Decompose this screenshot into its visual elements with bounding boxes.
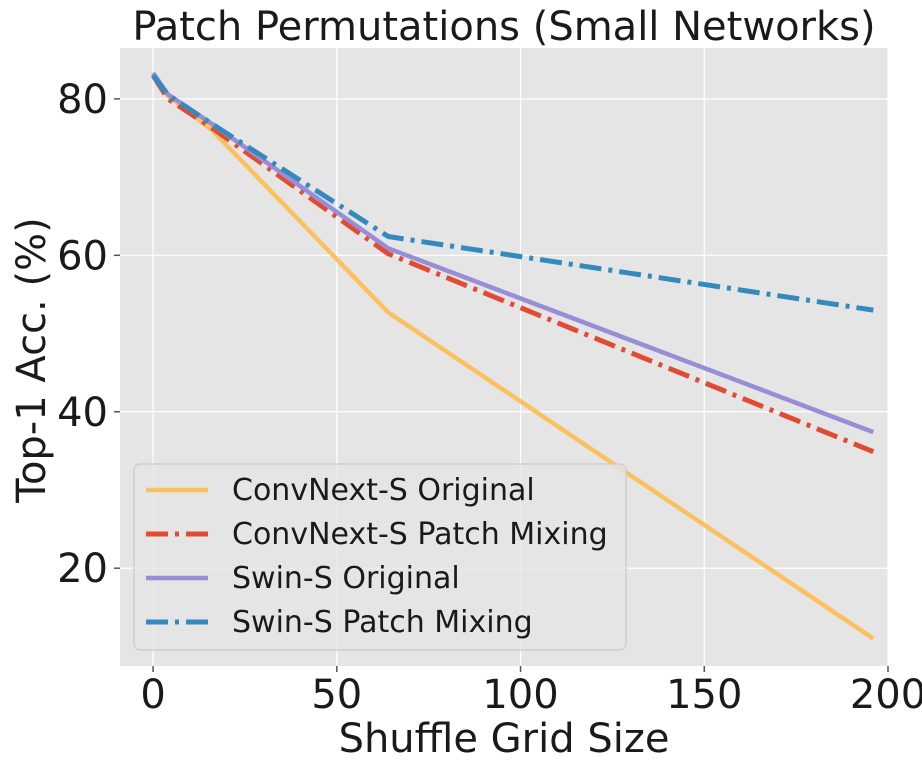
x-axis-ticks: 0 50 100 150 200	[140, 666, 922, 718]
y-tick-label: 60	[57, 233, 108, 279]
legend-label: Swin-S Patch Mixing	[232, 605, 533, 640]
y-axis-label: Top-1 Acc. (%)	[9, 217, 55, 503]
x-tick-label: 50	[311, 672, 362, 718]
x-tick-label: 0	[140, 672, 165, 718]
x-tick-label: 100	[482, 672, 558, 718]
legend-box	[133, 463, 627, 651]
y-axis-ticks: 20 40 60 80	[57, 77, 120, 592]
legend-label: Swin-S Original	[232, 561, 460, 596]
legend-label: ConvNext-S Patch Mixing	[232, 517, 608, 552]
chart-title: Patch Permutations (Small Networks)	[132, 4, 875, 50]
y-tick-label: 20	[57, 546, 108, 592]
y-tick-label: 80	[57, 77, 108, 123]
x-tick-label: 200	[850, 672, 922, 718]
legend: ConvNext-S Original ConvNext-S Patch Mixi…	[133, 463, 627, 651]
series-line-4	[151, 73, 874, 313]
series-lines	[150, 71, 875, 641]
x-axis-label: Shuffle Grid Size	[339, 716, 670, 762]
legend-label: ConvNext-S Original	[232, 473, 535, 508]
x-tick-label: 150	[666, 672, 742, 718]
y-tick-label: 40	[57, 390, 108, 436]
